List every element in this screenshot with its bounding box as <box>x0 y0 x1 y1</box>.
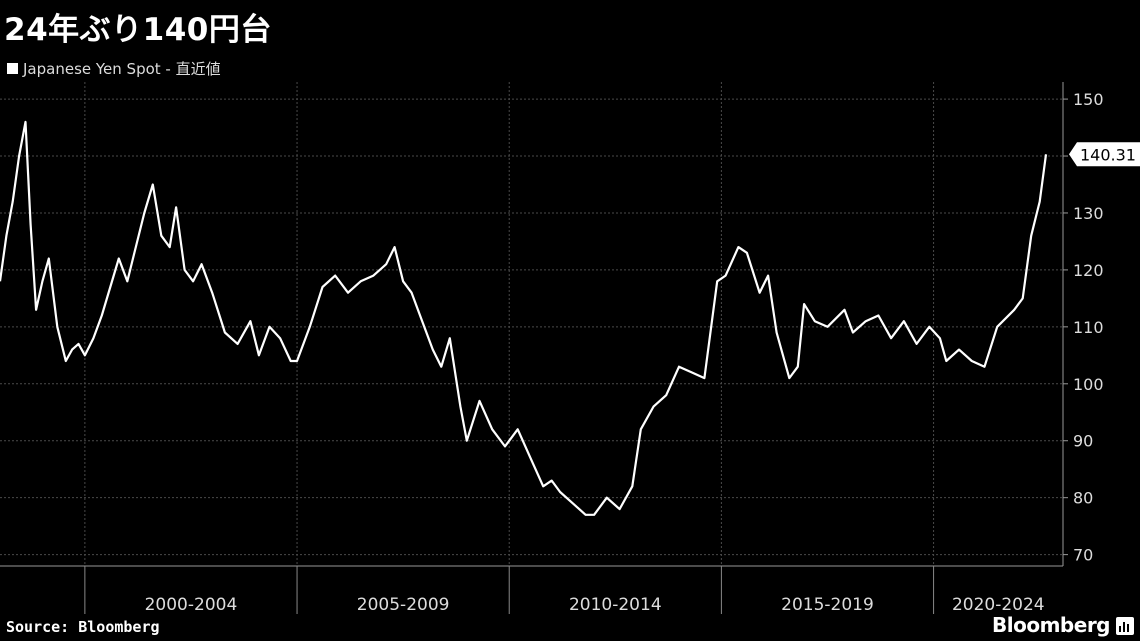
y-tick-label: 110 <box>1073 318 1104 337</box>
x-period-label: 2015-2019 <box>781 595 874 615</box>
legend-label: Japanese Yen Spot - 直近値 <box>23 60 221 78</box>
y-tick-label: 90 <box>1073 432 1093 451</box>
brand-logo: Bloomberg <box>992 613 1110 637</box>
legend: Japanese Yen Spot - 直近値 <box>7 58 221 79</box>
source-note: Source: Bloomberg <box>6 618 160 636</box>
chart-title: 24年ぶり140円台 <box>4 12 272 48</box>
legend-swatch <box>7 63 18 74</box>
x-period-label: 2000-2004 <box>145 595 238 615</box>
y-tick-label: 130 <box>1073 204 1104 223</box>
last-value-tag <box>1069 142 1140 167</box>
y-tick-label: 150 <box>1073 90 1104 109</box>
x-period-label: 2005-2009 <box>357 595 450 615</box>
y-tick-label: 120 <box>1073 261 1104 280</box>
bloomberg-chart-icon <box>1116 617 1134 635</box>
x-period-label: 2010-2014 <box>569 595 662 615</box>
series-line-yen-spot <box>0 120 1048 516</box>
last-value-label: 140.31 <box>1080 145 1136 164</box>
x-period-label: 2020-2024 <box>952 595 1045 615</box>
y-tick-label: 80 <box>1073 489 1093 508</box>
y-tick-label: 100 <box>1073 375 1104 394</box>
y-tick-label: 70 <box>1073 546 1093 565</box>
